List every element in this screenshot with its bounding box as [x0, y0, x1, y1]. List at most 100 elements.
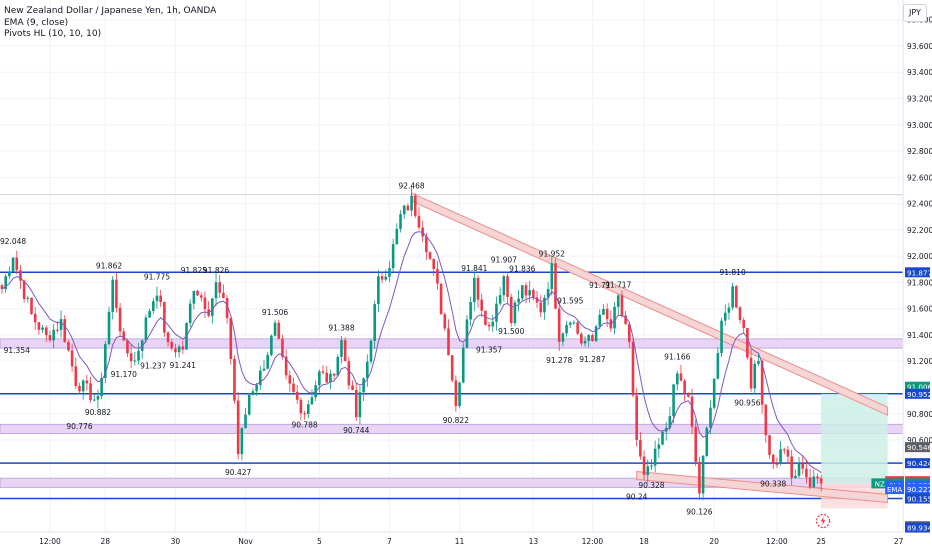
candle-body	[447, 328, 450, 356]
candle-body	[340, 340, 343, 357]
price-tick-label: 92.200	[907, 226, 932, 235]
candle-body	[535, 297, 539, 303]
price-label-value: 90.155	[907, 495, 932, 504]
candle-body	[118, 307, 122, 332]
candle-body	[742, 319, 745, 328]
time-tick-label: 20	[709, 537, 719, 546]
price-label-value: 90.424	[907, 459, 932, 468]
horizontal-levels	[0, 194, 903, 500]
price-label-value: 91.006	[907, 383, 932, 392]
candle-body	[170, 342, 174, 349]
candle-body	[351, 385, 354, 390]
candle-body	[594, 326, 598, 342]
price-tick-label: 91.800	[907, 278, 932, 287]
candle-body	[155, 295, 159, 302]
candle-body	[318, 371, 321, 386]
candle-body	[133, 360, 137, 362]
candle-body	[428, 252, 432, 259]
candle-body	[115, 279, 118, 308]
candle-body	[786, 449, 790, 457]
candle-body	[26, 297, 30, 299]
candle-body	[465, 319, 469, 348]
candle-body	[4, 276, 7, 290]
candle-body	[502, 276, 506, 296]
pivot-label: 91.166	[664, 353, 690, 362]
price-tick-label: 92.600	[907, 173, 932, 182]
candle-body	[753, 363, 757, 389]
candle-body	[701, 455, 705, 494]
candle-body	[399, 214, 402, 229]
pivot-label: 91.278	[546, 356, 572, 365]
candle-body	[177, 346, 181, 353]
candle-body	[52, 329, 55, 341]
candle-body	[222, 292, 225, 299]
replay-lightning-icon[interactable]	[815, 513, 831, 529]
pivot-label: 90.744	[343, 426, 369, 435]
candle-body	[646, 466, 650, 475]
candle-body	[295, 391, 299, 400]
candle-body	[266, 355, 269, 369]
pivot-label: 91.595	[557, 296, 583, 305]
candle-body	[819, 478, 823, 484]
candle-body	[236, 400, 240, 455]
pivot-label: 91.810	[719, 268, 745, 277]
pivot-label: 91.388	[328, 324, 354, 333]
price-tick-label: 92.000	[907, 252, 932, 261]
pivot-label: 90.822	[443, 416, 469, 425]
zone-band	[0, 423, 904, 434]
candle-body	[74, 366, 78, 387]
candle-body	[532, 290, 535, 298]
candle-body	[203, 297, 207, 310]
candle-body	[517, 298, 520, 303]
candle-body	[369, 340, 373, 362]
pivot-label: 91.862	[96, 261, 122, 270]
legend-ema[interactable]: EMA (9, close)	[4, 17, 69, 28]
legend-symbol[interactable]: New Zealand Dollar / Japanese Yen, 1h, O…	[4, 6, 217, 16]
price-tick-label: 92.400	[907, 200, 932, 209]
currency-button[interactable]: JPY	[903, 4, 927, 22]
candle-body	[657, 444, 661, 449]
legend-pivots[interactable]: Pivots HL (10, 10, 10)	[4, 29, 102, 39]
chart-legend: New Zealand Dollar / Japanese Yen, 1h, O…	[4, 6, 216, 41]
candle-body	[59, 319, 63, 330]
pivot-label: 90.956	[734, 398, 760, 407]
time-tick-label: 11	[455, 537, 465, 546]
time-tick-label: 28	[101, 537, 111, 546]
candle-body	[771, 454, 775, 464]
candle-body	[140, 340, 144, 351]
candle-body	[642, 456, 646, 475]
candle-body	[794, 475, 797, 478]
candle-body	[413, 195, 417, 216]
candle-body	[683, 380, 686, 394]
candle-body	[391, 244, 395, 269]
pivot-label: 91.826	[203, 266, 229, 275]
candle-body	[15, 257, 19, 271]
time-axis[interactable]: 12:00 28 30 Nov 5 7 11 13 12:00 18 20 12:00 25 27	[0, 531, 904, 550]
candle-body	[218, 282, 222, 293]
candle-body	[812, 476, 816, 488]
candle-body	[628, 324, 631, 343]
price-tick-label: 93.000	[907, 121, 932, 130]
candle-body	[565, 324, 568, 334]
candle-body	[469, 302, 472, 320]
candle-body	[85, 380, 89, 384]
candle-body	[605, 308, 609, 320]
candle-body	[137, 350, 140, 361]
candle-body	[797, 463, 801, 476]
candle-body	[406, 205, 410, 211]
pivot-label: 90.776	[66, 422, 92, 431]
candle-body	[388, 268, 391, 277]
candle-body	[624, 315, 627, 325]
candle-body	[48, 335, 52, 341]
candle-body	[738, 307, 742, 320]
candle-body	[576, 322, 579, 334]
candle-body	[240, 428, 244, 455]
candle-body	[432, 258, 436, 269]
candle-body	[731, 286, 734, 308]
candle-body	[782, 449, 786, 451]
pivot-label: 91.241	[170, 361, 196, 370]
time-tick-label: 7	[387, 537, 392, 546]
candle-body	[454, 380, 458, 407]
